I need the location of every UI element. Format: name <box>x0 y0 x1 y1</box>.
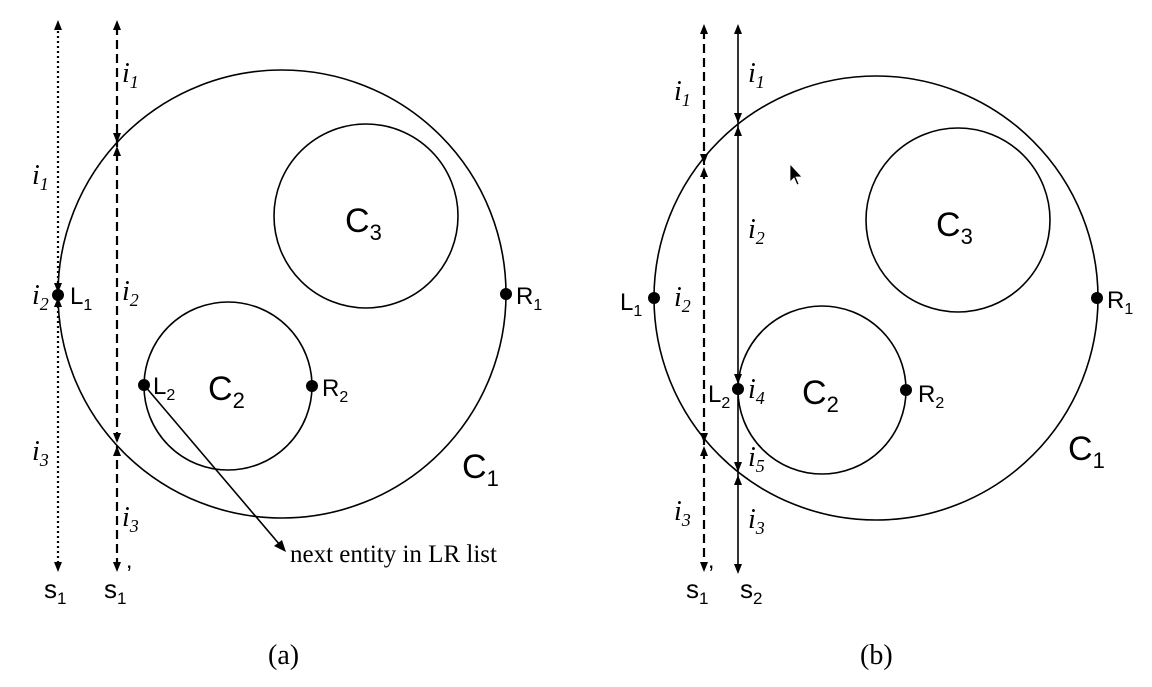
ray-s1p-b-arrow-bottom <box>700 562 708 572</box>
label-r2-b: R2 <box>918 381 944 412</box>
ray-s1p-a-arrow-i3b <box>113 446 121 456</box>
label-s1-a-i1: i1 <box>32 160 49 194</box>
label-c3-a: C3 <box>345 202 382 245</box>
ray-s1-a-arrow-bottom <box>54 562 62 572</box>
label-s1p-a: s1’ <box>104 561 132 608</box>
label-s2-b-i3: i3 <box>748 504 765 538</box>
label-s2-b-i4: i4 <box>748 374 765 408</box>
label-r2-a: R2 <box>322 375 348 406</box>
label-s1p-a-i3: i3 <box>122 502 139 536</box>
label-c2-a: C2 <box>208 370 245 413</box>
label-c1-a: C1 <box>462 448 499 491</box>
ray-s1p-b-arrow-i1a <box>700 154 708 164</box>
label-l1-b: L1 <box>620 289 642 320</box>
ray-s1p-b-arrow-i3a <box>700 433 708 443</box>
ray-s1p-a-arrow-i1b <box>113 146 121 156</box>
label-s2-b-i5: i5 <box>748 442 765 476</box>
label-s2-b: s2 <box>740 574 762 608</box>
circle-c3-a <box>273 123 459 309</box>
label-s1p-b-i1: i1 <box>674 76 691 110</box>
ray-s1p-b-arrow-top <box>700 24 708 34</box>
mouse-pointer-icon <box>789 162 803 186</box>
ray-s2-b-arrow-i4 <box>734 374 742 384</box>
point-r1-a <box>500 288 512 300</box>
label-s1-a-i2: i2 <box>32 280 49 314</box>
label-c2-b: C2 <box>802 374 839 417</box>
label-s1p-b-i3: i3 <box>674 496 691 530</box>
label-s1p-a-i2: i2 <box>122 276 139 310</box>
ray-s1p-b-arrow-i3b <box>700 446 708 456</box>
point-l2-b <box>732 383 744 395</box>
annotation-arrowhead-a <box>274 540 286 552</box>
ray-s1p-a-arrow-i1a <box>113 133 121 143</box>
point-r1-b <box>1091 292 1103 304</box>
point-r2-a <box>306 380 318 392</box>
label-s1p-b: s1’ <box>686 561 714 608</box>
annotation-arrow-a <box>143 384 281 546</box>
label-c1-b: C1 <box>1068 430 1105 473</box>
label-r1-a: R1 <box>516 283 542 314</box>
ray-s2-b-arrow-i1b <box>734 126 742 136</box>
ray-s1p-a-arrow-i3a <box>113 433 121 443</box>
label-s1-a-i3: i3 <box>32 436 49 470</box>
ray-s1p-b-arrow-i1b <box>700 167 708 177</box>
circle-c3-b <box>865 127 1051 313</box>
point-l1-b <box>648 292 660 304</box>
caption-a: (a) <box>268 640 299 671</box>
point-l1-a <box>52 289 64 301</box>
label-s2-b-i1: i1 <box>748 58 765 92</box>
ray-s2-b-arrow-i5a <box>734 462 742 472</box>
ray-s2-b-arrow-bottom <box>734 564 742 574</box>
label-s1p-a-i1: i1 <box>122 58 139 92</box>
annotation-text-a: next entity in LR list <box>290 541 497 568</box>
label-l2-a: L2 <box>153 373 175 404</box>
label-l1-a: L1 <box>70 283 92 314</box>
label-r1-b: R1 <box>1107 287 1133 318</box>
ray-s2-b-arrow-i1a <box>734 113 742 123</box>
ray-s1p-a-arrow-top <box>113 20 121 30</box>
caption-b: (b) <box>860 640 893 671</box>
ray-s1-a-arrow-i1 <box>54 283 62 293</box>
ray-s2-b-arrow-top <box>734 24 742 34</box>
label-l2-b: L2 <box>708 381 730 412</box>
ray-s1-a-arrow-i2 <box>54 297 62 307</box>
ray-s2-b-arrow-i5b <box>734 475 742 485</box>
panel-b: C1 C3 C2 L1 R1 L2 R2 i1 i2 i3 s1’ i1 i2 … <box>620 24 1133 671</box>
point-r2-b <box>900 384 912 396</box>
ray-s1-a-arrow-top <box>54 20 62 30</box>
ray-s1p-a-arrow-bottom <box>113 562 121 572</box>
label-c3-b: C3 <box>936 206 973 249</box>
label-s2-b-i2: i2 <box>748 214 765 248</box>
label-s1-a: s1 <box>44 574 66 608</box>
label-s1p-b-i2: i2 <box>674 282 691 316</box>
panel-a: C1 C3 C2 L1 R1 L2 R2 i1 i2 i3 s1 i1 i2 i… <box>32 20 542 671</box>
